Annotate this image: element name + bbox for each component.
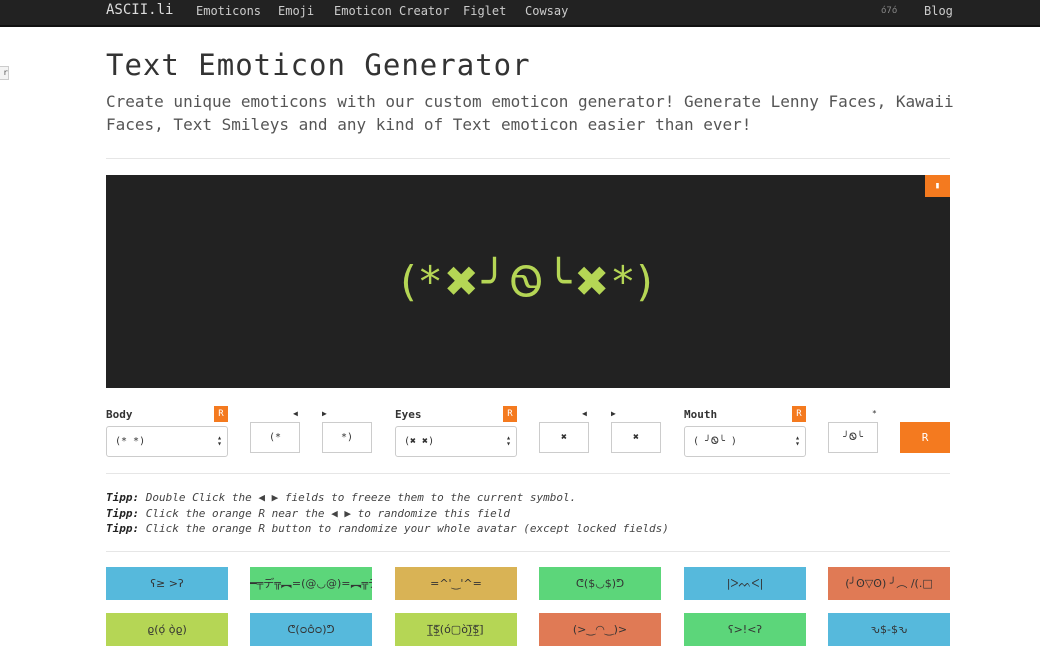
clipboard-icon[interactable]: ▮ <box>925 175 950 197</box>
eyes-right-field[interactable]: ✖ <box>611 422 661 453</box>
mouth-randomize-button[interactable]: R <box>792 406 806 422</box>
arrow-left-icon[interactable]: ◀ <box>293 409 298 418</box>
randomize-all-button[interactable]: R <box>900 422 950 453</box>
emoticon-card[interactable]: (╯ʘ▽ʘ) ╯︵ /(.□ <box>828 567 950 600</box>
emoticon-card[interactable]: ━╤デ╦︻=(@◡@)=︻╦デ╤━ <box>250 567 372 600</box>
emoticon-output[interactable]: (*✖╯Ꮻ╰✖*) <box>400 256 656 306</box>
eyes-randomize-button[interactable]: R <box>503 406 517 422</box>
select-arrows-icon: ▴ ▾ <box>217 433 222 448</box>
body-select-value: (* *) <box>115 436 146 447</box>
emoticon-card[interactable]: ʕ>!<ʔ <box>684 613 806 646</box>
tip-text: Click the orange R button to randomize y… <box>139 522 669 535</box>
tip-label: Tipp: <box>106 491 140 504</box>
tip: Tipp: Click the orange R button to rando… <box>106 521 669 537</box>
nav-emoticons[interactable]: Emoticons <box>196 4 262 18</box>
side-tab[interactable]: r <box>0 66 9 80</box>
emoticon-card[interactable]: ʕ≥ >ʔ <box>106 567 228 600</box>
divider <box>106 473 950 474</box>
arrow-right-icon[interactable]: ▶ <box>611 409 616 418</box>
arrow-right-icon[interactable]: ▶ <box>322 409 327 418</box>
nav-language[interactable]: ό7ό <box>881 6 898 16</box>
eyes-label: Eyes <box>395 408 422 421</box>
divider <box>106 551 950 552</box>
tip: Tipp: Click the orange R near the ◀ ▶ to… <box>106 506 669 522</box>
emoticon-card[interactable]: =^'‿'^= <box>395 567 517 600</box>
brand-logo[interactable]: ASCII.li <box>106 2 174 18</box>
page-title: Text Emoticon Generator <box>106 48 531 82</box>
select-arrows-icon: ▴ ▾ <box>795 433 800 448</box>
lock-star-icon[interactable]: * <box>872 409 877 418</box>
tip-label: Tipp: <box>106 506 140 520</box>
body-right-field[interactable]: *) <box>322 422 372 453</box>
nav-figlet[interactable]: Figlet <box>463 4 507 18</box>
body-label: Body <box>106 408 133 421</box>
tip-label: Tipp: <box>106 522 140 535</box>
tip: Tipp: Double Click the ◀ ▶ fields to fre… <box>106 490 669 506</box>
mouth-select-value: ( ╯Ꮻ╰ ) <box>693 436 737 447</box>
body-select[interactable]: (* *) ▴ ▾ <box>106 426 228 457</box>
body-left-field[interactable]: (* <box>250 422 300 453</box>
eyes-left-field[interactable]: ✖ <box>539 422 589 453</box>
tip-text: Click the orange R near the ◀ ▶ to rando… <box>139 506 510 520</box>
top-navbar: ASCII.li Emoticons Emoji Emoticon Creato… <box>0 0 1040 27</box>
page-lead: Create unique emoticons with our custom … <box>106 92 954 134</box>
emoticon-card[interactable]: ϱ(ọ́ ọ̀ϱ) <box>106 613 228 646</box>
emoticon-card[interactable]: (>‿◠‿)> <box>539 613 661 646</box>
mouth-center-field[interactable]: ╯Ꮻ╰ <box>828 422 878 453</box>
mouth-select[interactable]: ( ╯Ꮻ╰ ) ▴ ▾ <box>684 426 806 457</box>
nav-emoji[interactable]: Emoji <box>278 4 315 18</box>
emoticon-card[interactable]: ԅ$-$ԅ <box>828 613 950 646</box>
emoticon-card[interactable]: ᕦ(ᴑᴑ̂ᴑ)ᕤ <box>250 613 372 646</box>
select-arrows-icon: ▴ ▾ <box>506 433 511 448</box>
nav-blog[interactable]: Blog <box>924 4 953 18</box>
nav-cowsay[interactable]: Cowsay <box>525 4 569 18</box>
eyes-select[interactable]: (✖ ✖) ▴ ▾ <box>395 426 517 457</box>
mouth-label: Mouth <box>684 408 718 421</box>
emoticon-card[interactable]: |ᐳᨓᐸ| <box>684 567 806 600</box>
tips: Tipp: Double Click the ◀ ▶ fields to fre… <box>106 490 669 537</box>
emoticon-card[interactable]: [̲̅$̲̅(ό▢ὸ)̲̅$̲̅] <box>395 613 517 646</box>
emoticon-preview: (*✖╯Ꮻ╰✖*) ▮ <box>106 175 950 388</box>
eyes-select-value: (✖ ✖) <box>404 436 435 447</box>
nav-emoticon-creator[interactable]: Emoticon Creator <box>334 4 450 18</box>
tip-text: Double Click the ◀ ▶ fields to freeze th… <box>139 491 577 504</box>
divider <box>106 158 950 159</box>
arrow-left-icon[interactable]: ◀ <box>582 409 587 418</box>
body-randomize-button[interactable]: R <box>214 406 228 422</box>
emoticon-card[interactable]: ᕦ($◡$)ᕤ <box>539 567 661 600</box>
